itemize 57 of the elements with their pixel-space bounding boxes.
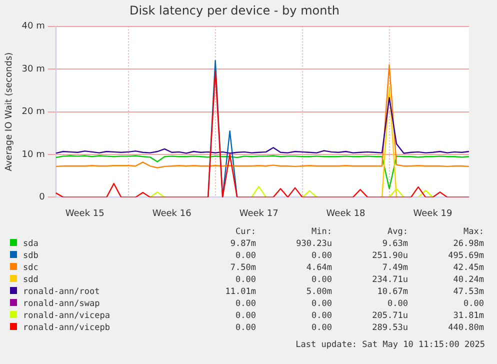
text: 0.00	[234, 310, 256, 322]
text: 26.98m	[452, 238, 484, 250]
text: Cur:	[234, 226, 256, 238]
text: 0.00	[310, 274, 332, 286]
text: Min:	[310, 226, 332, 238]
legend-label: ronald-ann/vicepb	[22, 322, 111, 334]
legend-label: ronald-ann/swap	[22, 298, 101, 310]
chart-title: Disk latency per device - by month	[129, 3, 340, 18]
text: 289.53u	[371, 322, 408, 334]
text: 7.50m	[229, 262, 256, 274]
y-tick-label: 10 m	[22, 150, 45, 160]
text: Max:	[462, 226, 484, 238]
text: 0.00	[310, 250, 332, 262]
y-tick-label: 0	[39, 192, 46, 203]
x-tick-label: Week 17	[239, 208, 278, 219]
legend-label: sdc	[22, 262, 40, 274]
text: 0.00	[234, 322, 256, 334]
legend-label: sda	[22, 238, 40, 250]
text: 930.23u	[295, 238, 332, 250]
y-tick-label: 40 m	[22, 22, 45, 32]
text: 7.49m	[381, 262, 408, 274]
text: 31.81m	[452, 310, 484, 322]
text: 440.80m	[447, 322, 484, 334]
text: 4.64m	[305, 262, 332, 274]
text: 0.00	[234, 298, 256, 310]
text: 251.90u	[371, 250, 408, 262]
text: 0.00	[462, 298, 484, 310]
text: 0.00	[234, 250, 256, 262]
text: 495.69m	[447, 250, 484, 262]
legend-label: ronald-ann/root	[22, 286, 101, 298]
legend-label: sdd	[22, 274, 40, 286]
text: 42.45m	[452, 262, 484, 274]
text: 40.24m	[452, 274, 484, 286]
x-tick-label: Week 16	[152, 208, 192, 219]
text: 9.63m	[381, 238, 408, 250]
x-tick-label: Week 15	[65, 208, 104, 219]
text: 11.01m	[224, 286, 256, 298]
legend-label: ronald-ann/vicepa	[22, 310, 111, 322]
legend-label: sdb	[22, 250, 40, 262]
y-tick-label: 30 m	[22, 64, 45, 74]
text: 205.71u	[371, 310, 408, 322]
y-axis-title: Average IO Wait (seconds)	[4, 52, 15, 172]
text: 0.00	[310, 310, 332, 322]
y-tick-label: 20 m	[22, 107, 45, 118]
text: 9.87m	[229, 238, 256, 250]
text: Avg:	[386, 226, 408, 238]
x-tick-label: Week 19	[413, 208, 453, 219]
text: 10.67m	[376, 286, 408, 298]
text: 234.71u	[371, 274, 408, 286]
text: Last update: Sat May 10 11:15:00 2025	[296, 340, 485, 350]
x-tick-label: Week 18	[326, 208, 366, 219]
text: 0.00	[386, 298, 408, 310]
text: 0.00	[234, 274, 256, 286]
text: 0.00	[310, 322, 332, 334]
text: 47.53m	[452, 286, 484, 298]
text: 5.00m	[305, 286, 332, 298]
text: 0.00	[310, 298, 332, 310]
